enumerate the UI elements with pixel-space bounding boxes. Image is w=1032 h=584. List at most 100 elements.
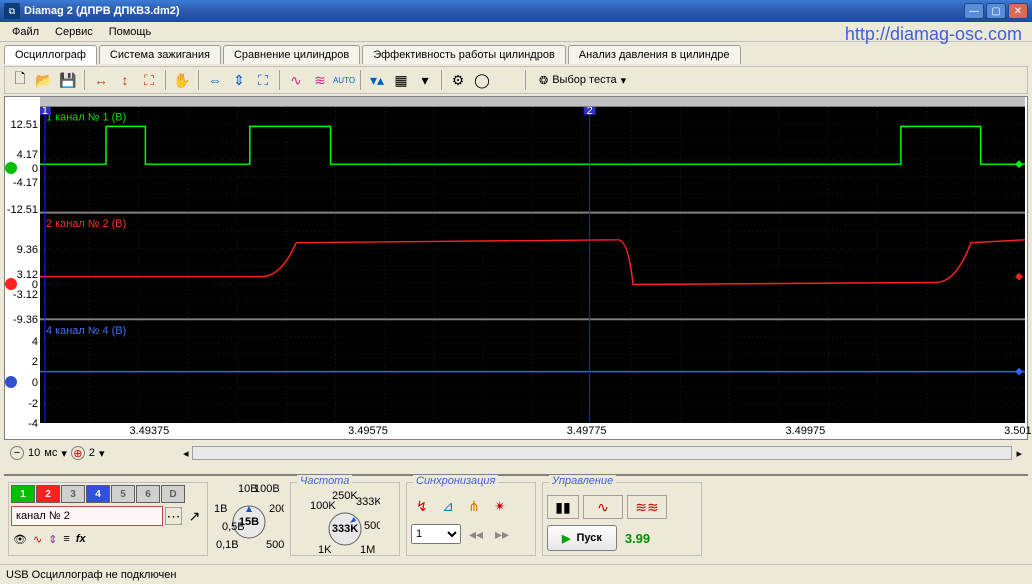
channel-name-input[interactable]: канал № 2 [11, 506, 163, 526]
svg-text:2 канал № 2 (B): 2 канал № 2 (B) [46, 218, 126, 230]
channel-tab[interactable]: D [161, 485, 185, 503]
svg-text:333K: 333K [332, 523, 358, 535]
decrease-icon[interactable]: − [10, 446, 24, 460]
single-wave-icon[interactable]: ∿ [583, 495, 623, 519]
svg-text:1K: 1K [318, 544, 332, 556]
channel-tab[interactable]: 4 [86, 485, 110, 503]
hscrollbar[interactable] [192, 446, 1012, 460]
timescale-value: 10 [28, 447, 40, 459]
frequency-group: Частота 333K 250K333K 500K1M 1K100K [290, 482, 400, 556]
sync-mode1-icon[interactable]: ↯ [411, 495, 433, 517]
new-icon[interactable]: 🗋 [9, 69, 31, 91]
fx-icon[interactable]: fx [76, 533, 86, 546]
multi-wave-icon[interactable]: ≋≋ [627, 495, 667, 519]
pan-icon[interactable]: ✋ [171, 69, 193, 91]
voltage-dial[interactable]: 15В 10В100В 200В500В 0,1В1В 0,5В [214, 482, 284, 552]
svg-text:100В: 100В [254, 483, 280, 495]
grid-icon[interactable]: ▦ [390, 69, 412, 91]
tab[interactable]: Система зажигания [99, 45, 221, 64]
frequency-dial[interactable]: 333K 250K333K 500K1M 1K100K [310, 491, 380, 561]
channel-tab[interactable]: 5 [111, 485, 135, 503]
spark-icon[interactable]: ∿ [33, 533, 42, 546]
control-title: Управление [549, 475, 616, 487]
test-select-dropdown[interactable]: ▾ [621, 74, 627, 87]
channel-tab[interactable]: 6 [136, 485, 160, 503]
zoom-y-icon[interactable]: ↕ [114, 69, 136, 91]
rate-value: 3.99 [625, 531, 650, 546]
open-icon[interactable]: 📂 [33, 69, 55, 91]
zoom-box-icon[interactable]: ⛶ [138, 69, 160, 91]
menu-service[interactable]: Сервис [47, 24, 101, 40]
auto-icon[interactable]: AUTO [333, 69, 355, 91]
fit-icon[interactable]: ⛶ [252, 69, 274, 91]
app-icon: ⧉ [4, 3, 20, 19]
toolbar: 🗋 📂 💾 ↔ ↕ ⛶ ✋ ⇔ ⇕ ⛶ ∿ ≋ AUTO ▾▴ ▦ ▾ ⚙ ◯ … [4, 66, 1028, 94]
channel-tab[interactable]: 1 [11, 485, 35, 503]
pause-icon[interactable]: ▮▮ [547, 495, 579, 519]
svg-text:200В: 200В [269, 503, 284, 515]
save-icon[interactable]: 💾 [57, 69, 79, 91]
channel-box: 123456D канал № 2 ⋯ ↗ 👁 ∿ ⇕ ≡ fx [8, 482, 208, 556]
increase-icon[interactable]: ⊕ [71, 446, 85, 460]
tab[interactable]: Сравнение цилиндров [223, 45, 360, 64]
sync-group: Синхронизация ↯ ⊿ ⋔ ✴ 1 ◂◂ ▸▸ [406, 482, 536, 556]
run-button[interactable]: ▶ Пуск [547, 525, 617, 551]
scroll-right-icon[interactable]: ▸ [1016, 447, 1022, 460]
div-dropdown[interactable]: ▾ [99, 447, 105, 460]
sync-mode3-icon[interactable]: ⋔ [463, 495, 485, 517]
tab[interactable]: Эффективность работы цилиндров [362, 45, 566, 64]
wave2-icon[interactable]: ≋ [309, 69, 331, 91]
gear-icon[interactable]: ⚙ [447, 69, 469, 91]
close-button[interactable]: ✕ [1008, 3, 1028, 19]
channel-tab[interactable]: 2 [36, 485, 60, 503]
maximize-button[interactable]: ▢ [986, 3, 1006, 19]
window-title: Diamag 2 (ДПРВ ДПКВ3.dm2) [24, 5, 964, 17]
watermark-link[interactable]: http://diamag-osc.com [845, 24, 1022, 45]
sync-next-icon[interactable]: ▸▸ [491, 523, 513, 545]
time-ruler[interactable] [40, 97, 1025, 107]
tab[interactable]: Анализ давления в цилиндре [568, 45, 741, 64]
zoom-x-icon[interactable]: ↔ [90, 69, 112, 91]
sync-mode4-icon[interactable]: ✴ [489, 495, 511, 517]
svg-text:2: 2 [587, 107, 593, 117]
svg-text:500В: 500В [266, 539, 284, 551]
minimize-button[interactable]: — [964, 3, 984, 19]
timescale-dropdown[interactable]: ▾ [61, 447, 67, 460]
updown-icon[interactable]: ⇕ [48, 533, 57, 546]
channel-more-button[interactable]: ⋯ [165, 507, 182, 525]
svg-text:1: 1 [42, 107, 48, 117]
svg-text:4 канал № 4 (B): 4 канал № 4 (B) [46, 325, 126, 337]
sun-icon: ❂ [539, 74, 548, 87]
lines-icon[interactable]: ≡ [63, 533, 69, 546]
svg-text:1 канал № 1 (B): 1 канал № 1 (B) [46, 112, 126, 124]
sync-prev-icon[interactable]: ◂◂ [465, 523, 487, 545]
status-text: USB Осциллограф не подключен [6, 569, 176, 581]
timescale-unit: мс [44, 447, 57, 459]
eye-icon[interactable]: 👁 [13, 533, 27, 546]
scope-canvas[interactable]: 1 канал № 1 (B) 2 канал № 2 (B) 4 канал № … [40, 107, 1025, 423]
oscilloscope-area: 12.514.170-4.17-12.519.363.120-3.12-9.36… [4, 96, 1028, 440]
marker-icon[interactable]: ▾▴ [366, 69, 388, 91]
sync-value-select[interactable]: 1 [411, 524, 461, 544]
channel-out-icon[interactable]: ↗ [184, 505, 205, 527]
ring-icon[interactable]: ◯ [471, 69, 493, 91]
titlebar: ⧉ Diamag 2 (ДПРВ ДПКВ3.dm2) — ▢ ✕ [0, 0, 1032, 22]
sync-mode2-icon[interactable]: ⊿ [437, 495, 459, 517]
stretch-x-icon[interactable]: ⇔ [204, 69, 226, 91]
test-select-label: Выбор теста [552, 74, 616, 86]
svg-text:333K: 333K [356, 496, 380, 508]
svg-text:500K: 500K [364, 520, 380, 532]
svg-text:1В: 1В [214, 503, 227, 515]
dropdown-icon[interactable]: ▾ [414, 69, 436, 91]
tab[interactable]: Осциллограф [4, 45, 97, 65]
statusbar: USB Осциллограф не подключен [0, 564, 1032, 584]
wave1-icon[interactable]: ∿ [285, 69, 307, 91]
record-indicator [5, 278, 17, 290]
menu-file[interactable]: Файл [4, 24, 47, 40]
stretch-y-icon[interactable]: ⇕ [228, 69, 250, 91]
menu-help[interactable]: Помощь [101, 24, 160, 40]
record-indicator [5, 162, 17, 174]
record-indicator [5, 376, 17, 388]
scroll-left-icon[interactable]: ◂ [183, 447, 189, 460]
channel-tab[interactable]: 3 [61, 485, 85, 503]
